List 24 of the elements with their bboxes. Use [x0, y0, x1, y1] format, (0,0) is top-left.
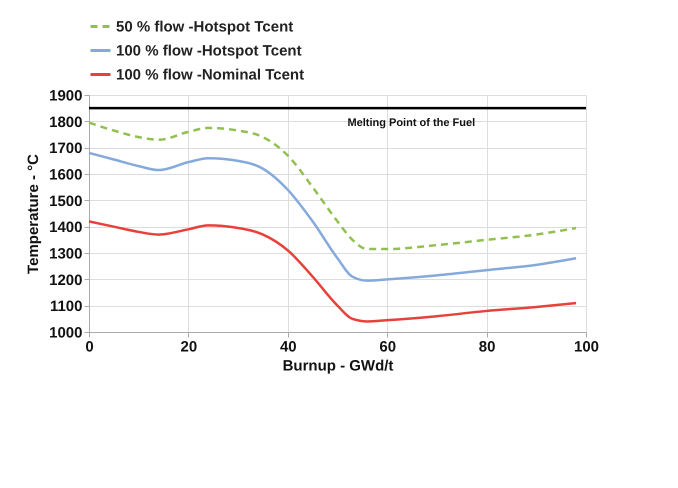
x-tick-label: 80 — [478, 338, 496, 356]
y-tick-label: 1800 — [49, 114, 82, 131]
x-tick-label: 20 — [180, 338, 198, 356]
y-tick-label: 1600 — [49, 166, 82, 184]
y-tick-label: 1000 — [49, 324, 82, 342]
y-tick-label: 1700 — [49, 140, 82, 158]
y-tick-label: 1300 — [49, 246, 82, 262]
legend-label: 50 % flow -Hotspot Tcent — [116, 18, 294, 36]
y-tick-label: 1200 — [49, 272, 82, 289]
x-tick-label: 100 — [574, 338, 600, 356]
line-series — [88, 152, 578, 282]
x-axis-title: Burnup - GWd/t — [282, 358, 394, 374]
line-series — [88, 220, 578, 323]
y-tick-label: 1100 — [50, 298, 82, 316]
legend-label: 100 % flow -Nominal Tcent — [116, 66, 304, 84]
x-tick-label: 60 — [379, 338, 396, 356]
y-tick-label: 1900 — [49, 88, 82, 104]
y-tick-label: 1400 — [49, 219, 82, 236]
ref-line-label: Melting Point of the Fuel — [347, 117, 476, 130]
legend-label: 100 % flow -Hotspot Tcent — [116, 42, 302, 60]
y-tick-label: 1500 — [49, 192, 82, 210]
x-tick-label: 0 — [85, 338, 94, 356]
y-axis-title: Temperature - °C — [25, 154, 42, 274]
x-tick-label: 40 — [280, 338, 297, 356]
